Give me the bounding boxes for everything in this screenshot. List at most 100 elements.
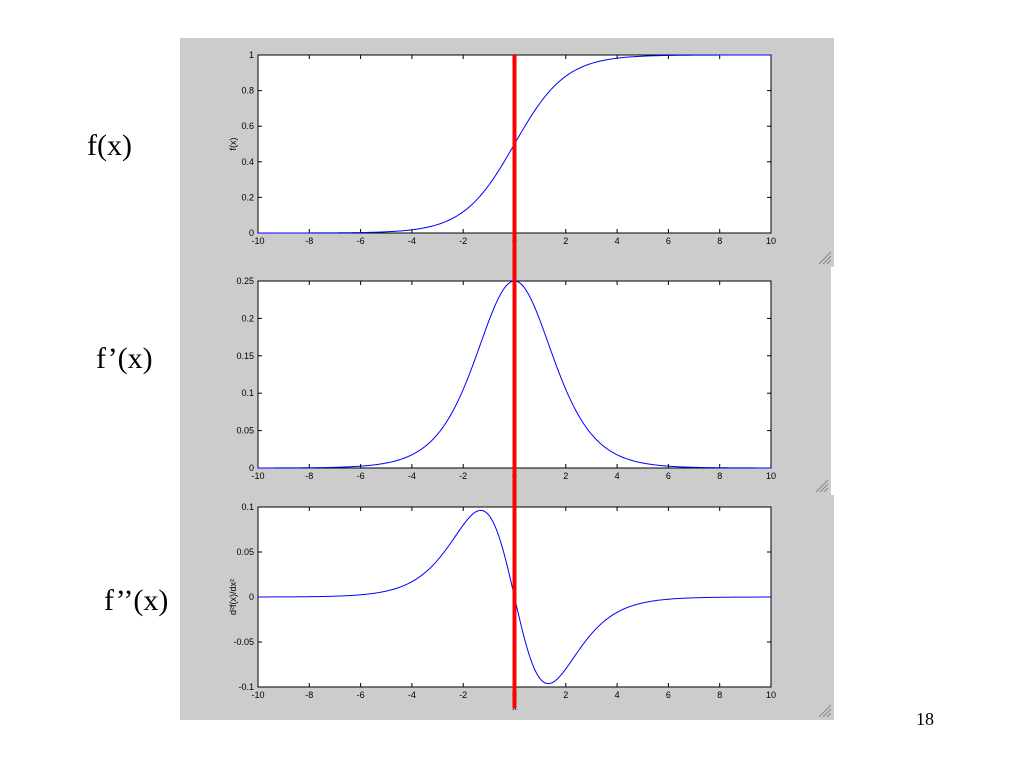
x-tick-label: -10 <box>251 690 264 700</box>
y-axis-label: f(x) <box>228 138 238 151</box>
x-tick-label: -4 <box>408 690 416 700</box>
data-point <box>642 602 644 604</box>
x-tick-label: 4 <box>615 471 620 481</box>
y-tick-label: 0 <box>249 592 254 602</box>
y-tick-label: 0.2 <box>241 313 254 323</box>
data-point <box>309 467 311 469</box>
data-point <box>770 467 772 469</box>
data-point <box>257 596 259 598</box>
resize-grip-line <box>822 255 832 265</box>
data-point <box>565 75 567 77</box>
data-point <box>565 389 567 391</box>
y-tick-label: 0.1 <box>241 502 254 512</box>
y-tick-label: 0.25 <box>236 276 254 286</box>
x-tick-label: 6 <box>666 690 671 700</box>
data-point <box>437 224 439 226</box>
x-tick-label: -8 <box>305 690 313 700</box>
data-point <box>591 63 593 65</box>
data-point <box>360 232 362 234</box>
data-point <box>539 320 541 322</box>
data-point <box>411 581 413 583</box>
data-point <box>462 389 464 391</box>
data-point <box>539 678 541 680</box>
resize-grip-line <box>822 708 832 718</box>
resize-grip-line <box>826 712 832 718</box>
x-tick-label: 10 <box>766 236 776 246</box>
data-point <box>257 232 259 234</box>
x-tick-label: -4 <box>408 471 416 481</box>
data-point <box>616 454 618 456</box>
x-tick-label: 6 <box>666 236 671 246</box>
y-tick-label: 0.15 <box>236 351 254 361</box>
data-point <box>462 525 464 527</box>
x-tick-label: 2 <box>563 690 568 700</box>
resize-grip-line <box>815 479 829 493</box>
data-point <box>480 510 482 512</box>
data-point <box>668 465 670 467</box>
data-point <box>668 55 670 57</box>
data-point <box>668 598 670 600</box>
data-point <box>437 559 439 561</box>
resize-grip-line <box>818 704 832 718</box>
x-tick-label: -10 <box>251 236 264 246</box>
x-tick-label: -2 <box>459 690 467 700</box>
data-point <box>257 467 259 469</box>
label-f-of-x: f(x) <box>87 129 132 162</box>
x-tick-label: -10 <box>251 471 264 481</box>
data-point <box>548 683 550 685</box>
x-tick-label: 8 <box>717 471 722 481</box>
page-number: 18 <box>916 709 934 729</box>
data-point <box>385 590 387 592</box>
x-tick-label: -2 <box>459 236 467 246</box>
data-point <box>770 54 772 56</box>
y-tick-label: 0.05 <box>236 426 254 436</box>
data-point <box>616 612 618 614</box>
data-point <box>385 231 387 233</box>
data-point <box>411 454 413 456</box>
x-tick-label: -8 <box>305 471 313 481</box>
y-axis-label: d²f(x)/dx² <box>228 579 238 615</box>
x-tick-label: 4 <box>615 690 620 700</box>
data-point <box>309 232 311 234</box>
data-point <box>488 184 490 186</box>
data-point <box>488 514 490 516</box>
y-tick-label: -0.05 <box>233 637 254 647</box>
data-point <box>411 229 413 231</box>
data-point <box>488 320 490 322</box>
data-point <box>385 462 387 464</box>
y-tick-label: 1 <box>249 50 254 60</box>
x-tick-label: 2 <box>563 236 568 246</box>
data-point <box>437 433 439 435</box>
x-tick-label: -6 <box>357 690 365 700</box>
data-point <box>642 462 644 464</box>
resize-grip-line <box>818 251 832 265</box>
resize-grip-line <box>819 483 829 493</box>
resize-grip-line <box>823 487 829 493</box>
data-point <box>719 467 721 469</box>
y-tick-label: 0.1 <box>241 388 254 398</box>
y-tick-label: -0.1 <box>238 682 254 692</box>
y-tick-label: 0.4 <box>241 157 254 167</box>
y-tick-label: 0.6 <box>241 121 254 131</box>
subplot-fprime: -10-8-6-4-2024681000.050.10.150.20.25 <box>236 276 776 481</box>
x-tick-label: 10 <box>766 471 776 481</box>
x-tick-label: -8 <box>305 236 313 246</box>
data-point <box>360 465 362 467</box>
data-point <box>539 102 541 104</box>
data-point <box>770 596 772 598</box>
resize-grip-line <box>826 259 832 265</box>
data-point <box>719 597 721 599</box>
data-point <box>462 211 464 213</box>
x-tick-label: -4 <box>408 236 416 246</box>
x-tick-label: 8 <box>717 690 722 700</box>
data-point <box>616 57 618 59</box>
label-f-double-prime-of-x: f’’(x) <box>104 584 169 617</box>
x-tick-label: 2 <box>563 471 568 481</box>
x-tick-label: -6 <box>357 236 365 246</box>
data-point <box>309 596 311 598</box>
y-tick-label: 0.05 <box>236 547 254 557</box>
x-tick-label: -6 <box>357 471 365 481</box>
data-point <box>591 433 593 435</box>
x-tick-label: 8 <box>717 236 722 246</box>
